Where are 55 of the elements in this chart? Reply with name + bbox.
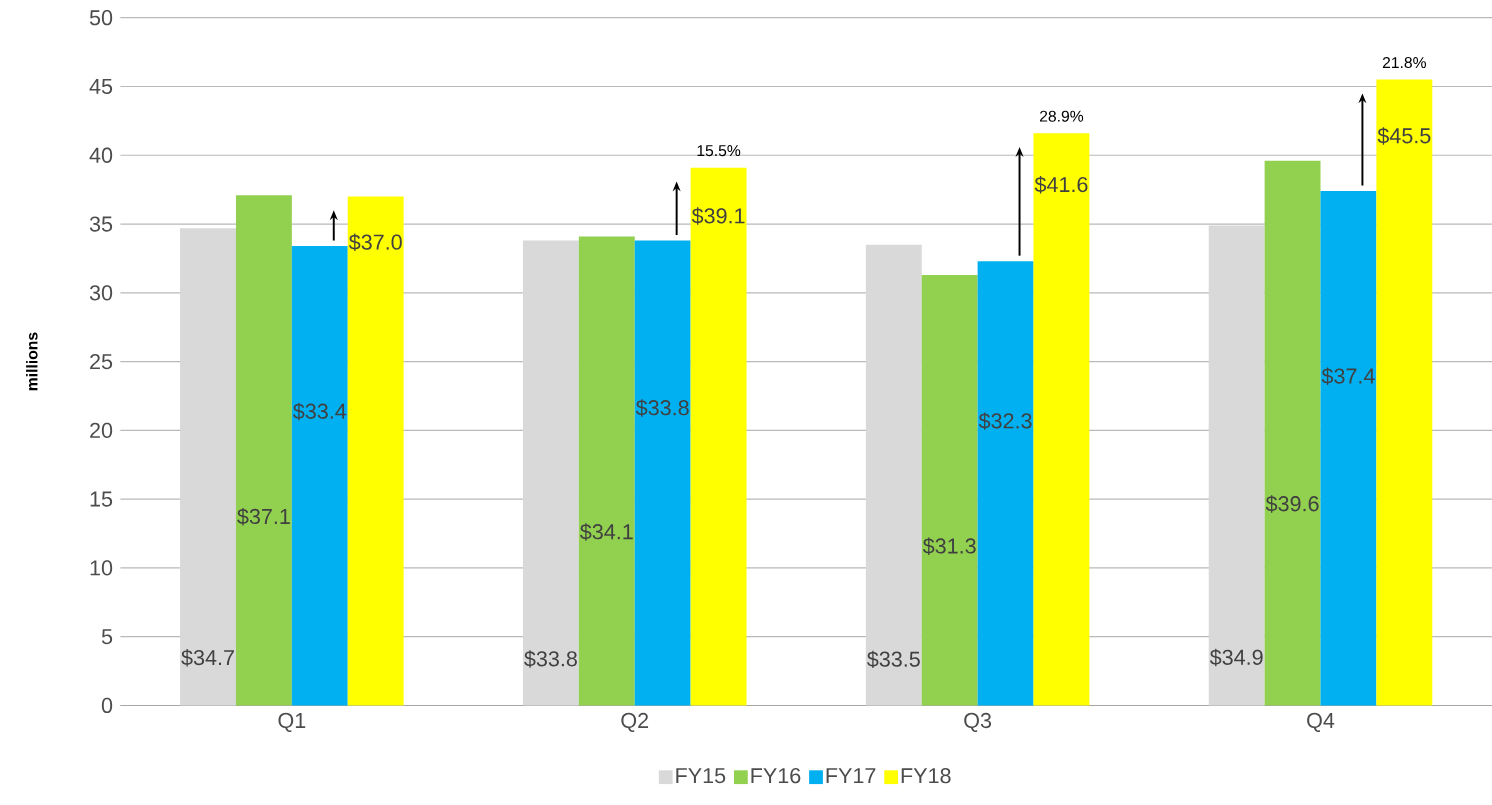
data-label: $34.1 <box>580 523 633 541</box>
x-tick-label: Q2 <box>621 712 649 733</box>
y-tick-label: 20 <box>90 422 113 439</box>
data-label: $39.6 <box>1265 495 1319 513</box>
data-label: $33.8 <box>524 650 577 668</box>
y-tick-label: 25 <box>90 354 113 370</box>
y-tick-label: 45 <box>89 79 113 95</box>
x-tick-label: Q4 <box>1307 712 1335 733</box>
bar <box>1320 191 1377 706</box>
bar <box>1033 133 1090 706</box>
data-label: $41.6 <box>1034 176 1088 194</box>
bar <box>634 240 691 706</box>
bar <box>977 261 1034 706</box>
legend-label: FY15 <box>676 768 726 784</box>
y-axis-title: millions <box>26 332 38 391</box>
annotation: 15.5% <box>697 145 741 157</box>
bar <box>1376 79 1433 706</box>
legend-label: FY18 <box>901 768 951 784</box>
y-tick-label: 5 <box>101 629 113 645</box>
x-tick-label: Q1 <box>278 712 306 733</box>
bar <box>1264 160 1321 706</box>
data-label: $34.7 <box>181 649 234 667</box>
legend-label: FY17 <box>826 768 876 784</box>
y-tick-label: 10 <box>90 560 113 576</box>
bar <box>1208 225 1265 706</box>
data-label: $37.4 <box>1321 367 1375 386</box>
y-tick-label: 15 <box>90 491 113 507</box>
y-tick-label: 30 <box>89 285 113 301</box>
annotation: 21.8% <box>1382 57 1427 69</box>
bar <box>235 195 292 706</box>
bar <box>522 240 579 706</box>
y-tick-label: 0 <box>101 697 113 714</box>
bar <box>690 167 747 706</box>
data-label: $37.1 <box>237 507 290 526</box>
data-label: $45.5 <box>1377 127 1431 145</box>
y-tick-label: 50 <box>89 10 113 26</box>
data-label: $37.0 <box>348 233 402 252</box>
bar <box>921 275 978 706</box>
x-tick-label: Q3 <box>964 712 992 733</box>
data-label: $33.4 <box>293 402 347 421</box>
data-label: $34.9 <box>1209 648 1263 667</box>
legend-label: FY16 <box>751 768 801 784</box>
data-label: $31.3 <box>922 537 976 555</box>
data-label: $33.5 <box>867 650 920 669</box>
bar <box>865 244 922 706</box>
y-tick-label: 35 <box>89 216 113 232</box>
bar <box>578 236 635 706</box>
data-label: $33.8 <box>635 399 689 417</box>
data-label: $39.1 <box>691 207 745 225</box>
y-tick-label: 40 <box>89 147 113 163</box>
bar <box>180 228 236 706</box>
annotation: 28.9% <box>1040 110 1084 122</box>
bar <box>347 196 404 706</box>
bar <box>291 246 348 706</box>
data-label: $32.3 <box>978 412 1032 430</box>
